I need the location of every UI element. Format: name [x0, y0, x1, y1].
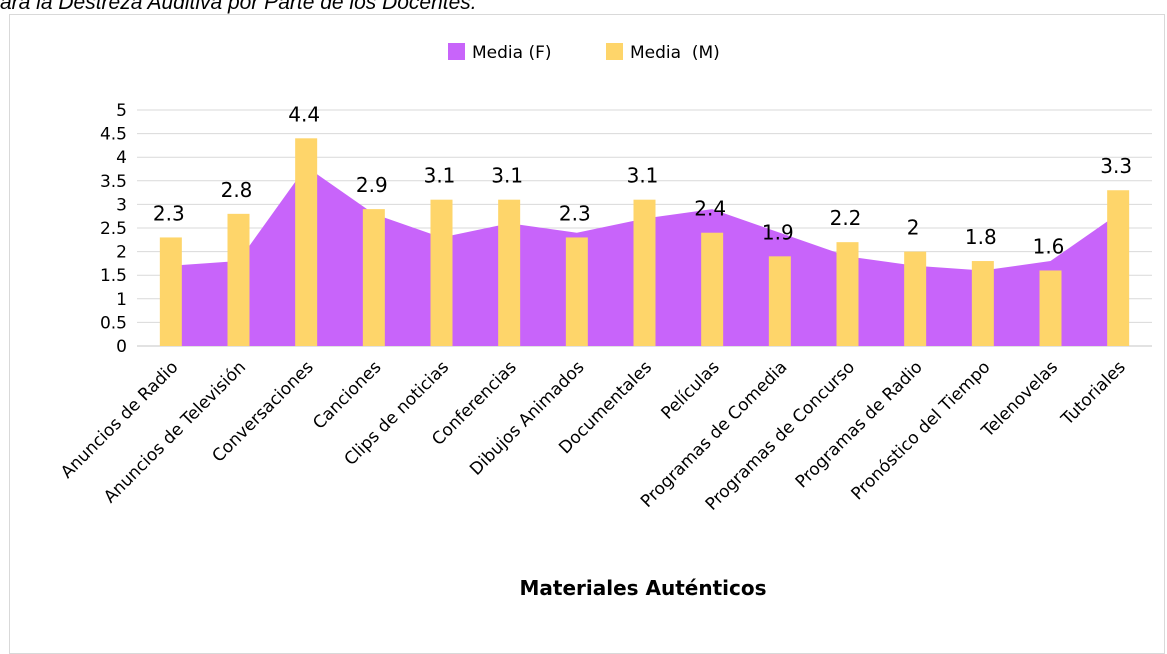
bar-media-m [430, 199, 453, 346]
chart: Media (F) Media (M) 0 0.5 1 1.5 2 2.5 3 3.5 4 4.5… [57, 43, 1152, 600]
bar-media-m [971, 261, 994, 346]
x-tick-label: Tutoriales [1057, 357, 1130, 430]
data-label: 2.2 [830, 206, 862, 230]
data-label: 4.4 [288, 102, 320, 126]
y-tick-label: 3 [116, 195, 127, 215]
legend-swatch-f [448, 43, 465, 60]
y-tick-label: 1 [116, 290, 127, 310]
x-tick-label: Dibujos Animados [466, 357, 588, 479]
y-axis: 0 0.5 1 1.5 2 2.5 3 3.5 4 4.5 5 [100, 101, 127, 357]
data-label: 2 [907, 216, 920, 240]
bar-media-m [159, 237, 182, 346]
bar-media-m [1107, 190, 1130, 346]
data-label: 2.9 [356, 173, 388, 197]
data-label: 1.6 [1033, 234, 1065, 258]
legend-swatch-m [606, 43, 623, 60]
bar-media-m [768, 256, 791, 346]
bar-media-m [565, 237, 588, 346]
y-tick-label: 0.5 [100, 313, 127, 333]
bar-media-m [1039, 270, 1062, 346]
data-label: 1.8 [965, 225, 997, 249]
page-title: ara la Destreza Auditiva por Parte de lo… [0, 0, 477, 14]
bar-media-m [836, 242, 859, 346]
y-tick-label: 4 [116, 148, 127, 168]
y-tick-label: 2.5 [100, 219, 127, 239]
y-tick-label: 3.5 [100, 172, 127, 192]
data-label: 3.1 [627, 164, 659, 188]
data-label: 3.1 [424, 164, 456, 188]
bar-media-m [633, 199, 656, 346]
data-label: 3.3 [1100, 154, 1132, 178]
bar-media-m [904, 251, 927, 346]
series-m-bars [159, 138, 1130, 346]
y-tick-label: 2 [116, 243, 127, 263]
data-label: 2.3 [559, 201, 591, 225]
bar-media-m [498, 199, 521, 346]
data-label: 2.3 [153, 201, 185, 225]
data-label: 2.8 [221, 178, 253, 202]
x-tick-label: Películas [657, 357, 723, 423]
x-tick-label: Pronóstico del Tiempo [847, 357, 994, 504]
bar-media-m [227, 213, 250, 346]
y-tick-label: 1.5 [100, 266, 127, 286]
legend: Media (F) Media (M) [448, 43, 720, 63]
data-label: 2.4 [694, 197, 726, 221]
y-tick-label: 4.5 [100, 125, 127, 145]
x-tick-label: Anuncios de Radio [57, 357, 182, 482]
data-label: 1.9 [762, 220, 794, 244]
data-labels: 2.3 2.8 4.4 2.9 3.1 3.1 2.3 3.1 2.4 1.9 2.2 2 1.8 1.6… [153, 102, 1132, 258]
bar-media-m [362, 209, 385, 346]
legend-label-f: Media (F) [472, 43, 552, 63]
bar-media-m [295, 138, 318, 346]
legend-label-m: Media (M) [630, 43, 720, 63]
y-tick-label: 5 [116, 101, 127, 121]
x-tick-label: Programas de Radio [792, 357, 927, 492]
y-tick-label: 0 [116, 337, 127, 357]
bar-media-m [701, 232, 724, 346]
data-label: 3.1 [491, 164, 523, 188]
x-axis-title: Materiales Auténticos [519, 576, 766, 600]
